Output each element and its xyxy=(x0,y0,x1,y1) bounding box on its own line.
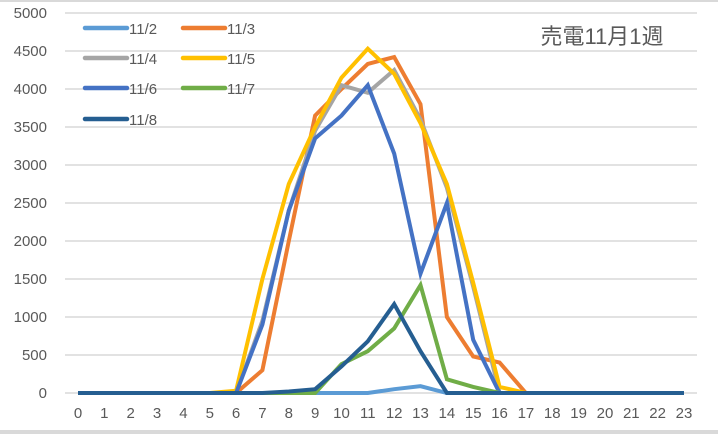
x-tick-label: 11 xyxy=(360,405,376,422)
y-tick-label: 4500 xyxy=(14,43,47,60)
y-tick-label: 500 xyxy=(22,347,47,364)
legend-label: 11/4 xyxy=(129,51,157,68)
y-tick-label: 2500 xyxy=(14,195,47,212)
x-tick-label: 16 xyxy=(491,405,508,422)
spreadsheet-row-border-bottom xyxy=(0,430,718,434)
y-tick-label: 0 xyxy=(39,385,47,402)
y-tick-label: 1500 xyxy=(14,271,47,288)
legend-item[interactable]: 11/8 xyxy=(82,112,157,129)
x-tick-label: 22 xyxy=(649,405,666,422)
x-tick-label: 3 xyxy=(153,405,161,422)
legend-item[interactable]: 11/4 xyxy=(82,51,157,68)
legend-item[interactable]: 11/7 xyxy=(180,81,255,98)
legend-label: 11/8 xyxy=(129,112,157,129)
y-tick-label: 3000 xyxy=(14,157,47,174)
x-tick-label: 1 xyxy=(100,405,108,422)
legend-item[interactable]: 11/6 xyxy=(82,81,157,98)
x-tick-label: 10 xyxy=(333,405,350,422)
series-line-11-3[interactable] xyxy=(78,54,684,395)
x-tick-label: 0 xyxy=(74,405,82,422)
legend-item[interactable]: 11/2 xyxy=(82,21,157,38)
x-tick-label: 17 xyxy=(518,405,535,422)
chart-title[interactable]: 売電11月1週 xyxy=(540,24,663,49)
series-line-11-8[interactable] xyxy=(78,300,684,395)
y-tick-label: 4000 xyxy=(14,81,47,98)
x-tick-label: 19 xyxy=(570,405,587,422)
legend[interactable]: 11/2 11/3 11/4 11/5 11/6 11/7 11/8 xyxy=(82,21,255,129)
series-line-11-6[interactable] xyxy=(78,81,684,395)
x-tick-label: 13 xyxy=(412,405,429,422)
series-line-11-7[interactable] xyxy=(78,280,684,395)
x-tick-label: 18 xyxy=(544,405,561,422)
x-tick-label: 21 xyxy=(623,405,640,422)
x-tick-label: 8 xyxy=(285,405,293,422)
spreadsheet-row-border-top xyxy=(0,0,718,2)
x-tick-label: 6 xyxy=(232,405,240,422)
x-tick-label: 23 xyxy=(676,405,693,422)
legend-label: 11/5 xyxy=(227,51,255,68)
x-tick-label: 5 xyxy=(206,405,214,422)
x-tick-label: 15 xyxy=(465,405,482,422)
x-tick-label: 12 xyxy=(386,405,403,422)
y-axis: 0 500 1000 1500 2000 2500 3000 3500 4000 4500 5000 xyxy=(14,5,47,402)
legend-item[interactable]: 11/5 xyxy=(180,51,255,68)
x-tick-label: 4 xyxy=(179,405,187,422)
x-tick-label: 14 xyxy=(439,405,456,422)
y-tick-label: 3500 xyxy=(14,119,47,136)
y-tick-label: 2000 xyxy=(14,233,47,250)
legend-label: 11/7 xyxy=(227,81,255,98)
y-tick-label: 5000 xyxy=(14,5,47,22)
x-tick-label: 20 xyxy=(597,405,614,422)
legend-label: 11/3 xyxy=(227,21,255,38)
legend-label: 11/6 xyxy=(129,81,157,98)
x-tick-label: 7 xyxy=(258,405,266,422)
plot-area[interactable] xyxy=(78,45,684,395)
x-tick-label: 9 xyxy=(311,405,319,422)
gridlines xyxy=(65,12,697,394)
legend-label: 11/2 xyxy=(129,21,157,38)
legend-item[interactable]: 11/3 xyxy=(180,21,255,38)
x-axis: 0 1 2 3 4 5 6 7 8 9 10 11 12 13 14 15 16 17 18 19 20 21 22 23 xyxy=(74,405,693,422)
x-tick-label: 2 xyxy=(127,405,135,422)
y-tick-label: 1000 xyxy=(14,309,47,326)
